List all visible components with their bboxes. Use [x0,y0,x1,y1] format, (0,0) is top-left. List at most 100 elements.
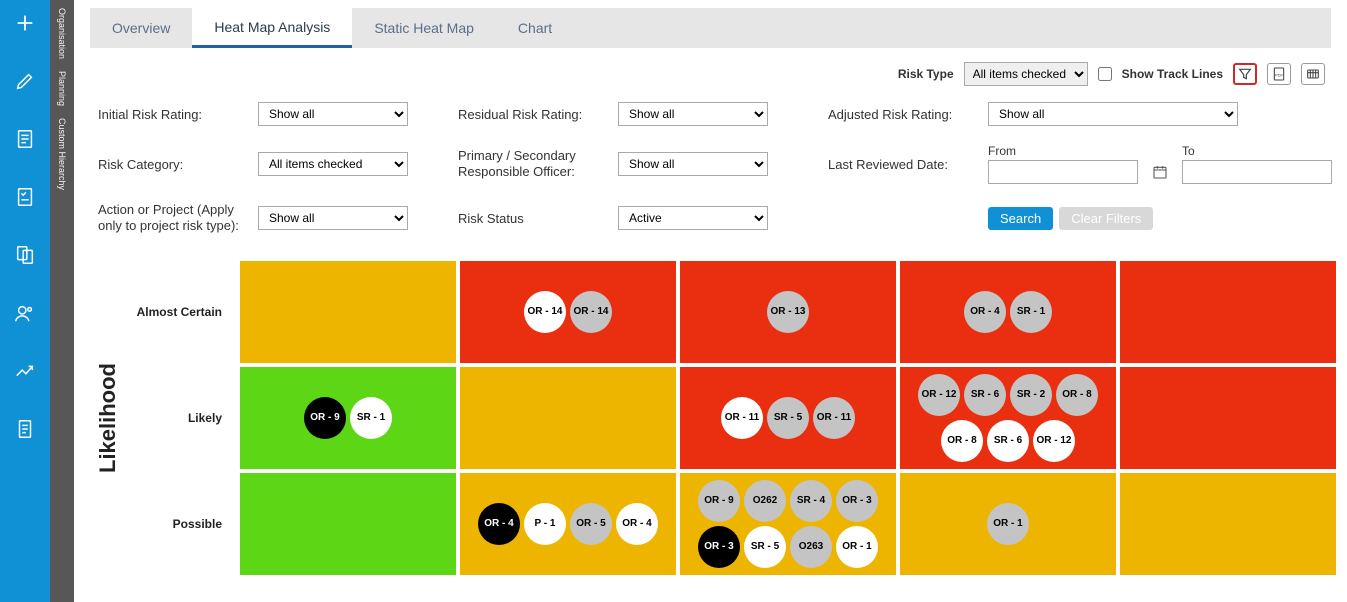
risk-bubble[interactable]: SR - 1 [350,397,392,439]
heatmap-cell: OR - 12SR - 6SR - 2OR - 8OR - 8SR - 6OR … [900,367,1116,469]
risk-bubble[interactable]: OR - 8 [1056,374,1098,416]
risk-type-select[interactable]: All items checked [964,62,1088,86]
tabs: Overview Heat Map Analysis Static Heat M… [90,8,1331,48]
heatmap-grid: Almost Certain OR - 14OR - 14 OR - 13 OR - … [126,261,1336,575]
heatmap-cell: OR - 4P - 1OR - 5OR - 4 [460,473,676,575]
nav-label[interactable]: Planning [57,65,67,112]
risk-bubble[interactable]: OR - 4 [964,291,1006,333]
risk-bubble[interactable]: SR - 2 [1010,374,1052,416]
risk-bubble[interactable]: SR - 1 [1010,291,1052,333]
heatmap-cell: OR - 11SR - 5OR - 11 [680,367,896,469]
row-label: Possible [126,473,236,575]
risk-bubble[interactable]: SR - 5 [744,526,786,568]
nav-label[interactable]: Custom Hierarchy [57,112,67,196]
adjusted-rating-select[interactable]: Show all [988,102,1238,126]
category-select[interactable]: All items checked [258,152,408,176]
row-label: Almost Certain [126,261,236,363]
export-pdf-icon[interactable]: PDF [1267,63,1291,85]
nav-label[interactable]: Organisation [57,2,67,65]
adjusted-rating-label: Adjusted Risk Rating: [828,107,988,122]
risk-bubble[interactable]: OR - 4 [616,503,658,545]
risk-bubble[interactable]: OR - 12 [918,374,960,416]
filter-icon[interactable] [1233,63,1257,85]
clear-filters-button: Clear Filters [1059,207,1153,230]
svg-text:PDF: PDF [1275,73,1284,78]
reviewed-label: Last Reviewed Date: [828,157,988,172]
date-to-input[interactable] [1182,160,1332,184]
risk-bubble[interactable]: SR - 6 [987,420,1029,462]
track-lines-checkbox[interactable] [1098,67,1112,81]
heatmap-cell [240,473,456,575]
compare-icon[interactable] [10,240,40,270]
calendar-icon[interactable] [1152,163,1168,181]
action-label: Action or Project (Apply only to project… [98,202,258,235]
risk-bubble[interactable]: OR - 3 [698,526,740,568]
report-icon[interactable] [10,124,40,154]
residual-rating-label: Residual Risk Rating: [458,107,618,122]
risk-bubble[interactable]: SR - 6 [964,374,1006,416]
risk-bubble[interactable]: SR - 4 [790,480,832,522]
users-icon[interactable] [10,298,40,328]
checklist-icon[interactable] [10,182,40,212]
status-label: Risk Status [458,211,618,226]
heatmap-cell: OR - 9O262SR - 4OR - 3OR - 3SR - 5O263OR… [680,473,896,575]
risk-bubble[interactable]: OR - 5 [570,503,612,545]
risk-bubble[interactable]: OR - 14 [570,291,612,333]
officer-select[interactable]: Show all [618,152,768,176]
tab-heatmap-analysis[interactable]: Heat Map Analysis [192,8,352,48]
heatmap-cell: OR - 14OR - 14 [460,261,676,363]
heatmap-cell [1120,473,1336,575]
export-xls-icon[interactable] [1301,63,1325,85]
heatmap-cell: OR - 13 [680,261,896,363]
risk-bubble[interactable]: OR - 4 [478,503,520,545]
to-label: To [1182,144,1332,158]
residual-rating-select[interactable]: Show all [618,102,768,126]
risk-bubble[interactable]: OR - 1 [836,526,878,568]
edit-icon[interactable] [10,66,40,96]
action-select[interactable]: Show all [258,206,408,230]
heatmap-cell [1120,367,1336,469]
heatmap-cell: OR - 4SR - 1 [900,261,1116,363]
heatmap-cell [460,367,676,469]
risk-bubble[interactable]: OR - 12 [1033,420,1075,462]
initial-rating-select[interactable]: Show all [258,102,408,126]
risk-bubble[interactable]: OR - 1 [987,503,1029,545]
tab-static-heatmap[interactable]: Static Heat Map [352,8,496,48]
row-label: Likely [126,367,236,469]
risk-bubble[interactable]: OR - 9 [698,480,740,522]
heatmap-cell: OR - 9SR - 1 [240,367,456,469]
document-icon[interactable] [10,414,40,444]
risk-bubble[interactable]: OR - 14 [524,291,566,333]
risk-bubble[interactable]: OR - 13 [767,291,809,333]
heatmap-cell [1120,261,1336,363]
officer-label: Primary / Secondary Responsible Officer: [458,148,618,181]
risk-bubble[interactable]: O262 [744,480,786,522]
risk-bubble[interactable]: OR - 3 [836,480,878,522]
risk-bubble[interactable]: OR - 11 [813,397,855,439]
add-icon[interactable] [10,8,40,38]
tab-chart[interactable]: Chart [496,8,574,48]
search-button[interactable]: Search [988,207,1053,230]
tab-overview[interactable]: Overview [90,8,192,48]
date-from-input[interactable] [988,160,1138,184]
heatmap-section: Likelihood Almost CertainOR - 14OR - 14O… [90,261,1331,575]
initial-rating-label: Initial Risk Rating: [98,107,258,122]
risk-bubble[interactable]: OR - 11 [721,397,763,439]
risk-bubble[interactable]: OR - 8 [941,420,983,462]
risk-bubble[interactable]: P - 1 [524,503,566,545]
nav-labels: Organisation Planning Custom Hierarchy [50,0,74,602]
track-lines-label: Show Track Lines [1122,67,1223,81]
status-select[interactable]: Active [618,206,768,230]
sidebar [0,0,50,602]
heatmap-cell [240,261,456,363]
heatmap-cell: OR - 1 [900,473,1116,575]
top-toolbar: Risk Type All items checked Show Track L… [90,48,1331,96]
risk-bubble[interactable]: O263 [790,526,832,568]
risk-bubble[interactable]: OR - 9 [304,397,346,439]
risk-type-label: Risk Type [898,67,954,81]
trend-icon[interactable] [10,356,40,386]
y-axis-label: Likelihood [90,261,126,575]
category-label: Risk Category: [98,157,258,172]
risk-bubble[interactable]: SR - 5 [767,397,809,439]
from-label: From [988,144,1138,158]
